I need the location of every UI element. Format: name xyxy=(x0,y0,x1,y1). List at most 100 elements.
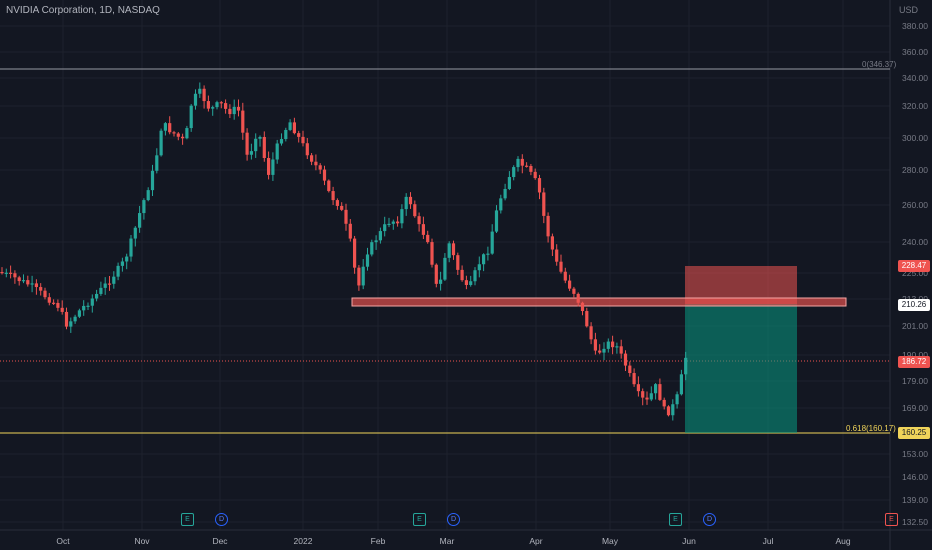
candle-body xyxy=(348,223,352,239)
candle-body xyxy=(86,305,90,307)
candle-body xyxy=(473,270,477,282)
price-axis-tick: 139.00 xyxy=(902,495,928,505)
candle-body xyxy=(641,391,645,398)
candle-body xyxy=(69,321,73,327)
candle-body xyxy=(606,341,610,349)
support-zone-box xyxy=(351,297,847,307)
dividend-event-icon[interactable]: D xyxy=(215,513,228,526)
candle-body xyxy=(258,136,262,139)
earnings-event-icon[interactable]: E xyxy=(669,513,682,526)
candle-body xyxy=(288,122,292,130)
candle-body xyxy=(331,191,335,201)
candle-body xyxy=(176,133,180,137)
candle-body xyxy=(490,231,494,254)
candle-body xyxy=(451,243,456,256)
candle-body xyxy=(168,123,172,133)
candle-body xyxy=(482,254,486,265)
candle-body xyxy=(563,271,567,281)
candle-body xyxy=(443,257,447,280)
candle-body xyxy=(279,139,284,144)
currency-label: USD xyxy=(898,5,918,15)
price-axis-tick: 240.00 xyxy=(902,237,928,247)
symbol-title[interactable]: NVIDIA Corporation, 1D, NASDAQ xyxy=(6,5,160,16)
candle-body xyxy=(189,105,193,129)
candle-body xyxy=(9,272,13,274)
candle-body xyxy=(525,165,529,167)
candle-body xyxy=(202,88,206,102)
candle-body xyxy=(430,242,434,265)
candle-body xyxy=(499,198,503,211)
fib-level-618-label: 0.618(160.17) xyxy=(846,424,896,433)
earnings-event-icon[interactable]: E xyxy=(885,513,898,526)
candle-body xyxy=(666,406,671,416)
dividend-event-icon[interactable]: D xyxy=(703,513,716,526)
date-axis-tick: Aug xyxy=(835,536,851,546)
price-axis-tick: 380.00 xyxy=(902,21,928,31)
candle-body xyxy=(47,297,51,303)
candle-body xyxy=(305,143,309,156)
candle-body xyxy=(550,236,554,250)
price-axis-tick: 179.00 xyxy=(902,376,928,386)
candle-body xyxy=(318,165,322,170)
candle-body xyxy=(477,264,481,271)
candle-body xyxy=(103,283,107,288)
candle-body xyxy=(447,243,451,258)
candle-body xyxy=(232,106,236,115)
candle-body xyxy=(155,155,159,171)
candle-body xyxy=(43,290,47,298)
candle-body xyxy=(658,384,662,400)
candle-body xyxy=(365,254,370,267)
price-axis-tick: 280.00 xyxy=(902,165,928,175)
candle-body xyxy=(434,264,438,284)
candle-body xyxy=(469,281,473,285)
candle-body xyxy=(211,107,215,109)
candle-body xyxy=(82,305,86,311)
candle-body xyxy=(314,161,318,166)
candle-body xyxy=(60,307,64,312)
candle-body xyxy=(112,276,116,284)
candle-body xyxy=(387,223,391,226)
candle-body xyxy=(64,311,69,327)
candle-body xyxy=(193,93,198,106)
candle-body xyxy=(99,287,103,294)
price-axis-tick: 300.00 xyxy=(902,133,928,143)
candle-body xyxy=(512,167,516,178)
candle-body xyxy=(456,255,460,270)
price-axis-tick: 260.00 xyxy=(902,200,928,210)
candle-body xyxy=(159,130,163,156)
candle-body xyxy=(4,272,8,274)
candle-body xyxy=(628,365,632,374)
candle-body xyxy=(408,196,413,205)
earnings-event-icon[interactable]: E xyxy=(413,513,426,526)
candle-body xyxy=(426,234,430,243)
candle-body xyxy=(623,353,628,366)
candle-body xyxy=(460,269,464,281)
candle-body xyxy=(546,215,550,237)
candle-body xyxy=(593,339,597,351)
candle-body xyxy=(142,200,146,214)
candle-body xyxy=(245,132,249,155)
candle-body xyxy=(133,227,137,239)
candle-body xyxy=(598,350,602,353)
date-axis-tick: 2022 xyxy=(293,536,313,546)
date-axis-tick: Feb xyxy=(370,536,386,546)
candle-body xyxy=(378,231,382,241)
earnings-event-icon[interactable]: E xyxy=(181,513,194,526)
candle-body xyxy=(301,136,305,144)
target-price-tag: 160.25 xyxy=(898,427,930,439)
candle-body xyxy=(125,256,129,262)
date-axis-tick: Jun xyxy=(682,536,696,546)
take-profit-zone xyxy=(685,304,797,433)
dividend-event-icon[interactable]: D xyxy=(447,513,460,526)
candle-body xyxy=(275,143,279,160)
candle-body xyxy=(284,129,288,140)
candle-body xyxy=(383,224,387,232)
candle-body xyxy=(494,210,499,232)
candle-body xyxy=(507,177,511,189)
candle-body xyxy=(206,101,210,109)
candle-body xyxy=(52,302,56,304)
candle-body xyxy=(150,170,155,191)
candle-body xyxy=(26,280,30,285)
candle-body xyxy=(684,357,688,375)
